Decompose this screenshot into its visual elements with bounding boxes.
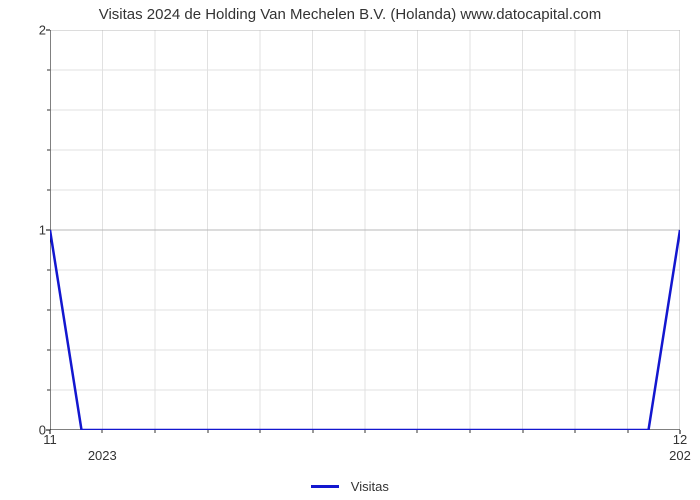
legend-swatch bbox=[311, 485, 339, 488]
x-sub-label: 202 bbox=[669, 448, 691, 463]
y-minor-tick bbox=[47, 270, 50, 271]
chart-title: Visitas 2024 de Holding Van Mechelen B.V… bbox=[0, 6, 700, 23]
x-minor-tick bbox=[259, 430, 260, 433]
y-tick-label: 2 bbox=[30, 23, 46, 38]
x-minor-tick bbox=[470, 430, 471, 433]
x-minor-tick bbox=[102, 430, 103, 433]
legend: Visitas bbox=[0, 478, 700, 494]
legend-label: Visitas bbox=[351, 479, 389, 494]
x-minor-tick bbox=[312, 430, 313, 433]
x-minor-tick bbox=[155, 430, 156, 433]
y-minor-tick bbox=[47, 310, 50, 311]
x-tick-label: 12 bbox=[673, 432, 687, 447]
y-minor-tick bbox=[47, 70, 50, 71]
y-tick-label: 1 bbox=[30, 223, 46, 238]
x-minor-tick bbox=[627, 430, 628, 433]
plot-svg bbox=[50, 30, 680, 430]
y-minor-tick bbox=[47, 150, 50, 151]
x-minor-tick bbox=[365, 430, 366, 433]
chart-root: Visitas 2024 de Holding Van Mechelen B.V… bbox=[0, 0, 700, 500]
y-tick-mark bbox=[46, 30, 50, 31]
y-tick-mark bbox=[46, 230, 50, 231]
x-minor-tick bbox=[417, 430, 418, 433]
y-minor-tick bbox=[47, 350, 50, 351]
x-minor-tick bbox=[574, 430, 575, 433]
x-tick-label: 11 bbox=[43, 432, 57, 447]
y-minor-tick bbox=[47, 190, 50, 191]
x-minor-tick bbox=[522, 430, 523, 433]
x-minor-tick bbox=[207, 430, 208, 433]
plot-area bbox=[50, 30, 680, 430]
y-minor-tick bbox=[47, 110, 50, 111]
x-sub-label: 2023 bbox=[88, 448, 117, 463]
y-minor-tick bbox=[47, 390, 50, 391]
